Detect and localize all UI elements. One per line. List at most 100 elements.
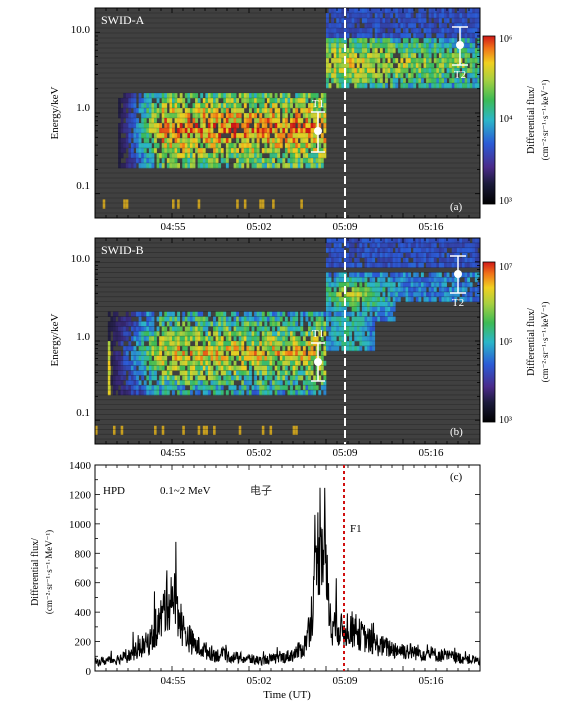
heatmap-cell xyxy=(130,133,134,139)
heatmap-cell xyxy=(436,277,440,283)
heatmap-cell xyxy=(161,375,165,381)
heatmap-cell xyxy=(225,93,229,99)
heatmap-cell xyxy=(367,13,370,19)
heatmap-cell xyxy=(300,365,304,371)
heatmap-cell xyxy=(462,53,465,59)
heatmap-cell xyxy=(130,375,134,381)
heatmap-cell xyxy=(148,385,152,391)
heatmap-cell xyxy=(136,123,139,129)
heatmap-cell xyxy=(361,28,365,34)
heatmap-cell xyxy=(195,138,198,144)
heatmap-cell xyxy=(164,316,168,322)
heatmap-cell xyxy=(449,296,453,303)
heatmap-cell xyxy=(143,380,147,386)
heatmap-cell xyxy=(123,385,127,391)
heatmap-cell xyxy=(462,291,465,298)
heatmap-cell xyxy=(472,252,476,258)
heatmap-cell xyxy=(123,148,127,154)
panel-c-frame xyxy=(94,464,481,672)
heatmap-cell xyxy=(433,277,437,283)
heatmap-cell xyxy=(251,345,255,352)
heatmap-cell xyxy=(359,262,363,268)
heatmap-cell xyxy=(472,13,476,19)
heatmap-cell xyxy=(287,390,291,396)
heatmap-cell xyxy=(390,301,394,307)
heatmap-cell xyxy=(477,287,481,293)
heatmap-cell xyxy=(200,143,204,149)
heatmap-cell xyxy=(284,128,288,134)
heatmap-cell xyxy=(297,370,301,376)
heatmap-cell xyxy=(269,98,273,104)
heatmap-cell xyxy=(438,291,442,298)
heatmap-cell xyxy=(254,311,257,317)
heatmap-cell xyxy=(213,163,216,169)
heatmap-cell xyxy=(336,18,340,24)
heatmap-cell xyxy=(392,252,396,258)
heatmap-cell xyxy=(192,365,196,371)
heatmap-cell xyxy=(341,282,345,288)
heatmap-cell xyxy=(179,350,183,357)
heatmap-cell xyxy=(449,238,453,244)
heatmap-cell xyxy=(215,153,219,159)
heatmap-cell xyxy=(331,43,334,49)
heatmap-cell xyxy=(164,108,168,114)
heatmap-cell xyxy=(200,321,204,327)
heatmap-cell xyxy=(218,148,222,154)
heatmap-cell xyxy=(169,98,173,104)
heatmap-cell xyxy=(413,63,417,69)
heatmap-cell xyxy=(154,365,157,371)
heatmap-cell xyxy=(333,321,337,327)
heatmap-cell xyxy=(249,311,252,317)
heatmap-cell xyxy=(225,103,229,109)
heatmap-cell xyxy=(197,350,201,357)
heatmap-cell xyxy=(420,252,424,258)
heatmap-cell xyxy=(372,277,376,283)
heatmap-cell xyxy=(459,53,463,59)
heatmap-cell xyxy=(408,262,411,268)
heatmap-cell xyxy=(323,345,327,352)
heatmap-cell xyxy=(377,68,381,74)
heatmap-cell xyxy=(161,128,165,134)
heatmap-cell xyxy=(290,316,293,322)
heatmap-cell xyxy=(243,370,247,376)
heatmap-cell xyxy=(231,123,234,129)
heatmap-cell xyxy=(387,311,391,317)
heatmap-cell xyxy=(331,345,334,352)
heatmap-cell xyxy=(159,350,163,357)
heatmap-cell xyxy=(477,18,481,24)
heatmap-cell xyxy=(354,287,358,293)
heatmap-cell xyxy=(148,133,152,139)
heatmap-cell xyxy=(287,138,291,144)
heatmap-cell xyxy=(277,158,281,164)
heatmap-cell xyxy=(346,28,350,34)
heatmap-cell xyxy=(367,23,370,29)
heatmap-cell xyxy=(112,350,116,357)
heatmap-cell xyxy=(374,48,378,54)
heatmap-cell xyxy=(259,341,263,347)
heatmap-cell xyxy=(431,291,435,298)
heatmap-cell xyxy=(331,78,334,84)
heatmap-cell xyxy=(464,277,468,283)
heatmap-cell xyxy=(438,238,442,244)
heatmap-cell xyxy=(202,365,206,371)
heatmap-cell xyxy=(343,331,347,337)
heatmap-cell xyxy=(403,78,406,84)
heatmap-cell xyxy=(228,365,232,371)
heatmap-cell xyxy=(295,316,299,322)
heatmap-cell xyxy=(251,321,255,327)
heatmap-cell xyxy=(266,331,270,337)
heatmap-cell xyxy=(112,311,116,317)
heatmap-cell xyxy=(290,138,293,144)
heatmap-cell xyxy=(331,28,334,34)
heatmap-cell xyxy=(213,158,216,164)
heatmap-cell xyxy=(382,301,386,307)
heatmap-cell xyxy=(387,28,391,34)
heatmap-cell xyxy=(333,301,337,307)
heatmap-cell xyxy=(397,277,401,283)
heatmap-cell xyxy=(243,113,247,119)
heatmap-cell xyxy=(379,23,383,29)
heatmap-cell xyxy=(326,277,329,283)
heatmap-cell xyxy=(133,123,137,129)
heatmap-cell xyxy=(279,143,283,149)
heatmap-cell xyxy=(292,370,296,376)
